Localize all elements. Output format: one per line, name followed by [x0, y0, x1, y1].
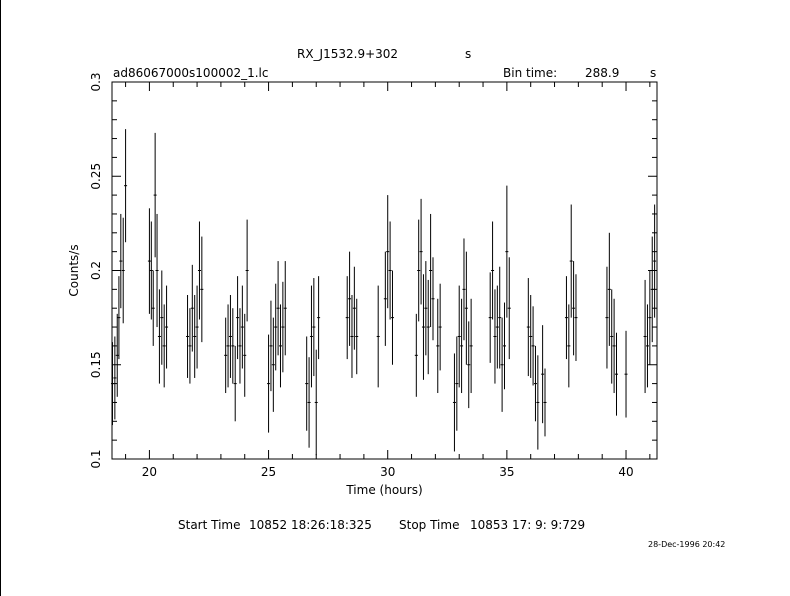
x-tick-label: 40 — [618, 465, 633, 479]
file-name: ad86067000s100002_1.lc — [113, 66, 269, 80]
stop-time-value: 10853 17: 9: 9:729 — [470, 518, 586, 532]
y-tick-label: 0.25 — [89, 163, 103, 190]
y-tick-label: 0.15 — [89, 351, 103, 378]
bin-time-unit: s — [650, 66, 657, 80]
error-bars — [111, 129, 656, 456]
start-time-value: 10852 18:26:18:325 — [249, 518, 372, 532]
window-left-border — [0, 0, 1, 596]
x-tick-label: 25 — [261, 465, 276, 479]
plot-timestamp: 28-Dec-1996 20:42 — [648, 540, 726, 549]
object-suffix: s — [465, 47, 472, 61]
x-tick-label: 35 — [499, 465, 514, 479]
y-axis-label: Counts/s — [67, 244, 81, 296]
y-tick-label: 0.3 — [89, 72, 103, 91]
bin-time-label: Bin time: — [503, 66, 558, 80]
x-tick-label: 30 — [380, 465, 395, 479]
tick-labels: 20 25 30 35 40 0.1 0.15 0.2 0.25 0.3 — [89, 72, 634, 479]
plot-frame — [111, 81, 658, 460]
x-axis-label: Time (hours) — [345, 483, 422, 497]
y-tick-label: 0.2 — [89, 261, 103, 280]
object-name: RX_J1532.9+302 — [297, 47, 399, 61]
start-time-label: Start Time — [178, 518, 241, 532]
axis-ticks — [112, 81, 657, 460]
y-tick-label: 0.1 — [89, 449, 103, 468]
bin-time-value: 288.9 — [585, 66, 620, 80]
stop-time-label: Stop Time — [399, 518, 460, 532]
data-points — [110, 185, 657, 403]
x-tick-label: 20 — [142, 465, 157, 479]
